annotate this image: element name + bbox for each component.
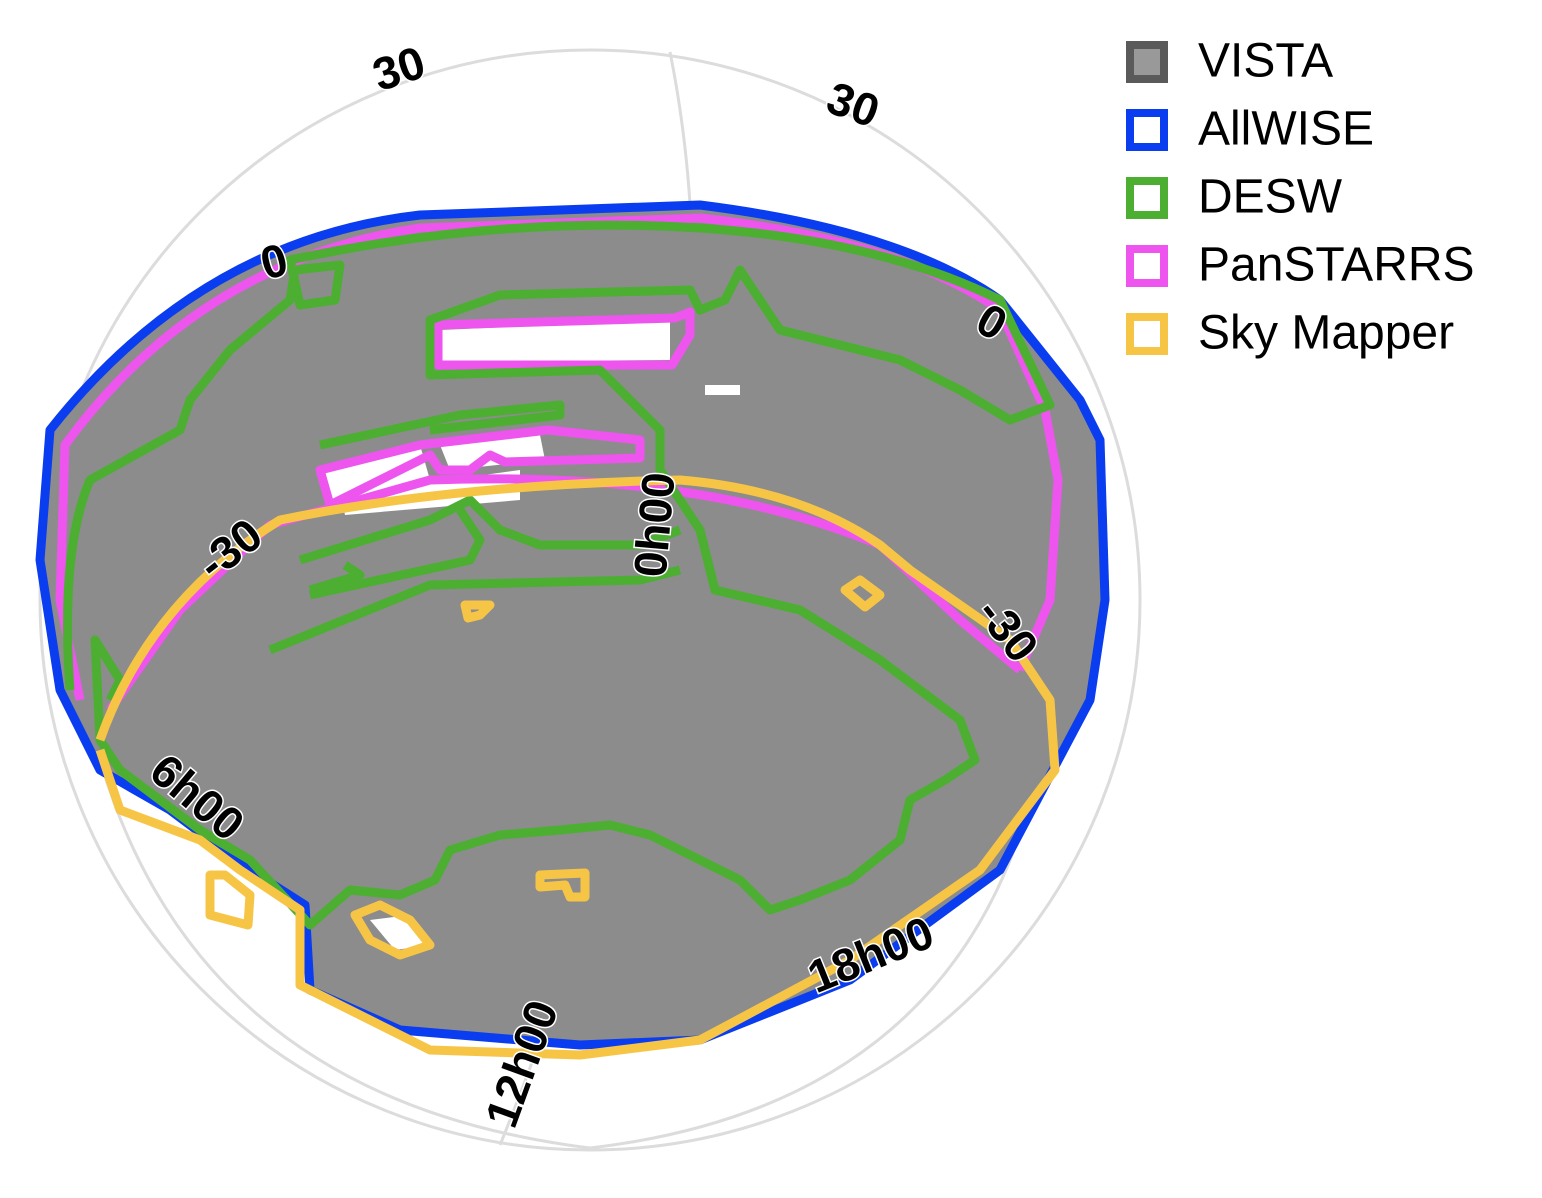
ra-label: 0h00 — [624, 470, 685, 579]
legend: VISTA AllWISE DESW PanSTARRS Sky Mapper — [1126, 35, 1475, 360]
legend-swatch — [1126, 313, 1168, 355]
panstarrs-patches — [315, 307, 695, 510]
skymapper-patches — [205, 575, 885, 960]
legend-label: Sky Mapper — [1198, 307, 1454, 360]
dec-label: 30 — [820, 71, 886, 137]
allwise-outline — [35, 200, 1110, 1050]
sphere-outline — [38, 48, 1142, 1152]
legend-swatch — [1126, 109, 1168, 151]
vista-area — [40, 205, 1105, 1045]
legend-swatch — [1126, 245, 1168, 287]
legend-swatch — [1126, 41, 1168, 83]
legend-swatch — [1126, 177, 1168, 219]
dec-label: 30 — [366, 36, 431, 101]
dec-circle — [98, 699, 1052, 1150]
legend-label: AllWISE — [1198, 103, 1374, 156]
skymapper-outline — [95, 475, 1060, 1060]
legend-label: VISTA — [1198, 35, 1333, 88]
legend-label: PanSTARRS — [1198, 239, 1475, 292]
legend-label: DESW — [1198, 171, 1343, 224]
desw-outline — [63, 220, 1055, 930]
